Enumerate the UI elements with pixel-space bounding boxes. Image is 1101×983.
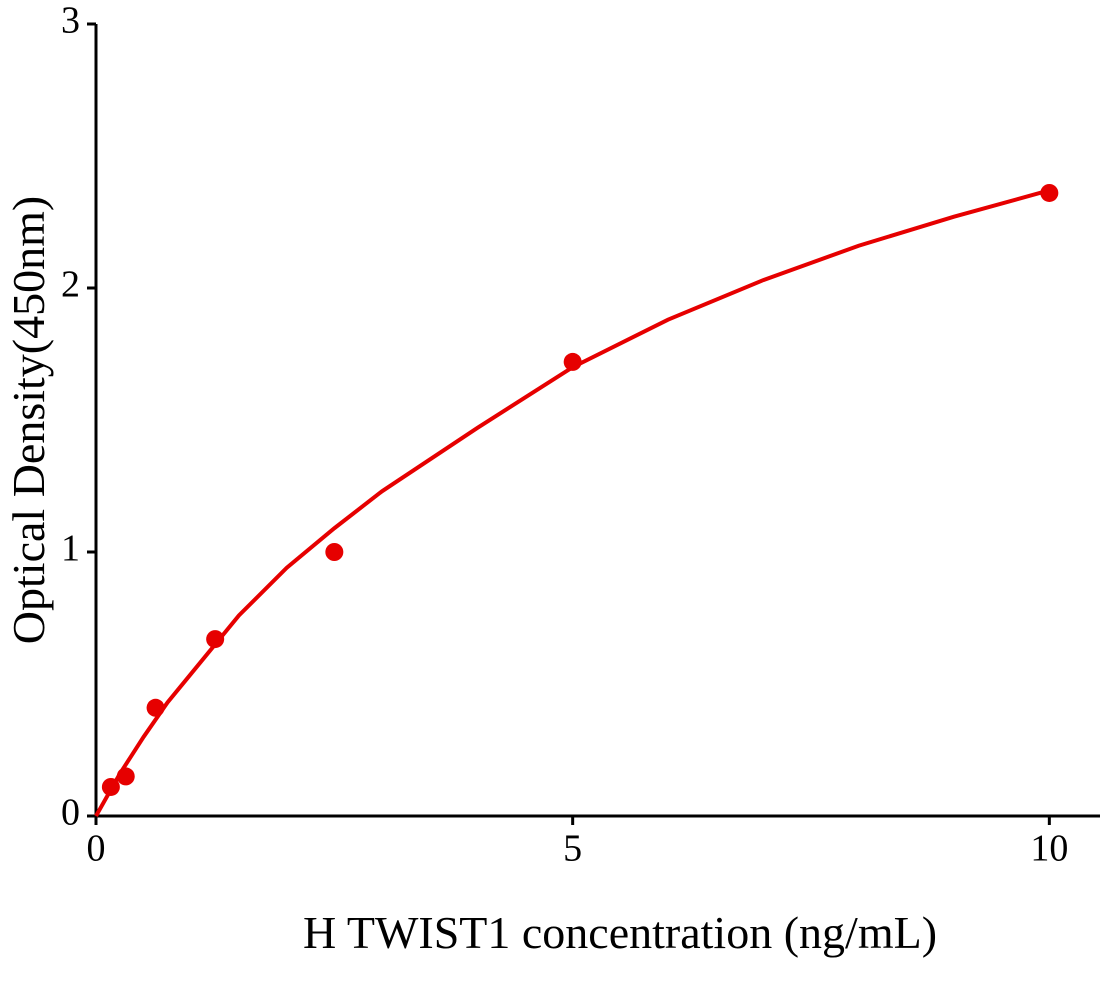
data-point [116,767,135,786]
data-point [101,777,120,796]
y-tick-label: 1 [61,528,80,570]
y-axis-label: Optical Density(450nm) [3,196,54,644]
y-tick-label: 0 [61,792,80,834]
x-tick-label: 10 [1030,828,1068,870]
fit-curve [94,188,1050,817]
data-point [325,543,344,561]
x-tick-label: 0 [87,828,106,870]
data-point [146,698,165,717]
data-point [1040,183,1059,202]
x-tick-label: 5 [563,828,582,870]
data-point [563,352,582,371]
y-tick-label: 2 [61,264,80,306]
x-axis-label: H TWIST1 concentration (ng/mL) [303,907,937,958]
data-point [206,630,225,649]
y-tick-label: 3 [61,0,80,42]
